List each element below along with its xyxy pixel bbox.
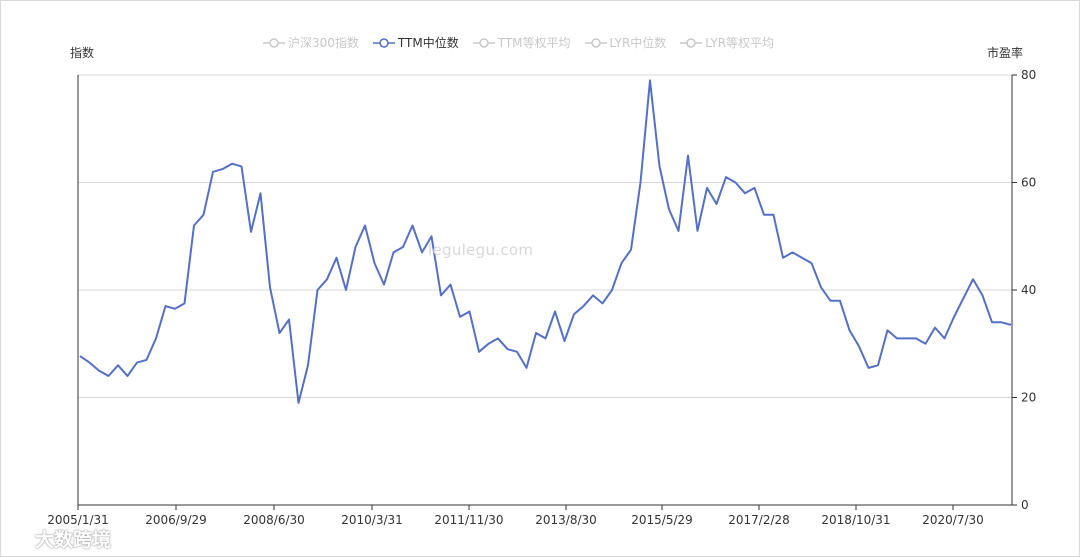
x-tick-label: 2015/5/29 [631, 513, 693, 527]
x-tick-label: 2011/11/30 [434, 513, 503, 527]
left-axis-title: 指数 [70, 46, 95, 60]
legend-label: 沪深300指数 [288, 36, 359, 50]
x-tick-label: 2017/2/28 [728, 513, 790, 527]
x-tick-label: 2006/9/29 [145, 513, 207, 527]
logo-icon [10, 528, 32, 549]
x-tick-label: 2005/1/31 [47, 513, 109, 527]
x-tick-label: 2008/6/30 [243, 513, 305, 527]
y-tick-label: 80 [1021, 68, 1036, 82]
right-axis-title: 市盈率 [987, 46, 1024, 60]
logo-text: 大数跨境 [35, 529, 112, 551]
y-tick-label: 60 [1021, 176, 1036, 190]
legend-label: LYR中位数 [609, 36, 667, 50]
legend-line-circle-icon [680, 37, 703, 48]
legend-item-ttm-median[interactable]: TTM中位数 [372, 34, 459, 51]
y-tick-label: 0 [1021, 498, 1029, 512]
legend-label: TTM等权平均 [497, 36, 571, 50]
legend-item-ttm-equal-weight[interactable]: TTM等权平均 [472, 34, 571, 51]
x-tick-label: 2013/8/30 [535, 513, 597, 527]
chart-legend: 沪深300指数 TTM中位数 TTM等权平均 LYR中位数 LYR等权平均 [263, 34, 774, 51]
x-tick-label: 2020/7/30 [922, 513, 984, 527]
legend-item-lyr-median[interactable]: LYR中位数 [584, 34, 667, 51]
legend-line-circle-icon [263, 37, 285, 48]
series-line-ttm-median [79, 79, 1012, 404]
legend-item-hs300[interactable]: 沪深300指数 [263, 34, 359, 51]
legend-label: LYR等权平均 [705, 36, 775, 50]
x-tick-label: 2018/10/31 [821, 513, 890, 527]
watermark: legulegu.com [428, 241, 534, 259]
legend-label: TTM中位数 [397, 36, 459, 50]
x-tick-label: 2010/3/31 [341, 513, 403, 527]
legend-item-lyr-equal-weight[interactable]: LYR等权平均 [680, 34, 774, 51]
legend-line-circle-icon [472, 37, 495, 48]
y-tick-label: 40 [1021, 283, 1036, 297]
legend-line-circle-icon [372, 37, 395, 48]
y-tick-label: 20 [1021, 391, 1036, 405]
legend-line-circle-icon [584, 37, 607, 48]
brand-logo: 大数跨境 [10, 525, 111, 552]
